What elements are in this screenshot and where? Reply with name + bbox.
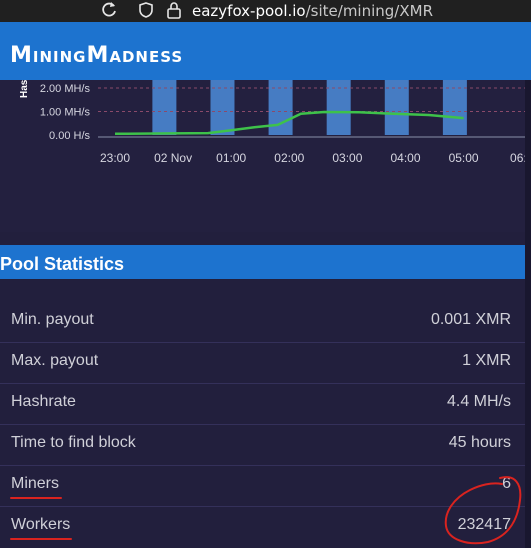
stats-row-hashrate: Hashrate 4.4 MH/s — [0, 384, 525, 425]
chart-y-tick-label: 0.00 H/s — [49, 130, 90, 142]
chart-x-tick-label: 06:0 — [510, 151, 525, 165]
hashrate-chart-panel: 2.00 MH/s 1.00 MH/s 0.00 H/s 23:00 02 Nov 01… — [0, 80, 525, 232]
chart-bar — [210, 80, 235, 135]
chart-bar — [152, 80, 177, 135]
stats-row-miners: Miners 6 — [0, 466, 525, 507]
site-header: MiningMadness — [0, 22, 531, 80]
stat-value: 0.001 XMR — [430, 311, 511, 328]
stat-value: 6 — [502, 475, 511, 492]
chart-x-tick-label: 02 Nov — [154, 151, 192, 165]
url-host: eazyfox-pool.io — [192, 2, 306, 20]
chart-series-line — [114, 110, 464, 136]
stat-label: Max. payout — [11, 352, 99, 369]
stat-value: 4.4 MH/s — [446, 393, 511, 410]
stat-label: Min. payout — [11, 311, 94, 328]
stat-value: 1 XMR — [462, 352, 511, 369]
chart-x-tick-label: 23:00 — [100, 151, 130, 165]
chart-x-tick-label: 05:00 — [449, 151, 479, 165]
lock-icon[interactable] — [166, 1, 182, 19]
workers-underline-annotation — [10, 538, 72, 540]
chart-y-tick-label: 1.00 MH/s — [40, 107, 91, 119]
shield-icon[interactable] — [137, 1, 155, 19]
url-path: /site/mining/XMR — [305, 2, 434, 20]
reload-icon[interactable] — [99, 0, 119, 20]
pool-statistics-header: Pool Statistics — [0, 245, 525, 279]
site-logo[interactable]: MiningMadness — [10, 43, 184, 68]
red-circle-annotation — [444, 476, 522, 545]
chart-bar — [326, 80, 351, 135]
scrollbar-track[interactable] — [525, 80, 531, 548]
chart-bar — [442, 80, 467, 135]
hashrate-chart: 2.00 MH/s 1.00 MH/s 0.00 H/s 23:00 02 Nov 01… — [19, 80, 525, 165]
stats-row-max-payout: Max. payout 1 XMR — [0, 343, 525, 384]
pool-statistics-title: Pool Statistics — [0, 254, 125, 274]
stat-label: Miners — [11, 475, 60, 492]
stat-value: 232417 — [457, 516, 511, 533]
stats-row-time-to-find-block: Time to find block 45 hours — [0, 425, 525, 466]
address-url[interactable]: eazyfox-pool.io/site/mining/XMR — [192, 2, 433, 20]
chart-x-tick-label: 04:00 — [390, 151, 420, 165]
browser-address-bar: eazyfox-pool.io/site/mining/XMR — [0, 0, 531, 22]
stat-value: 45 hours — [448, 434, 511, 451]
stat-label: Time to find block — [11, 434, 136, 451]
chart-x-tick-label: 01:00 — [216, 151, 246, 165]
chart-x-tick-label: 03:00 — [332, 151, 362, 165]
chart-x-tick-label: 02:00 — [274, 151, 304, 165]
miners-underline-annotation — [10, 497, 62, 499]
chart-y-axis-label: Has — [19, 80, 30, 98]
stats-row-workers: Workers 232417 — [0, 507, 525, 548]
chart-y-tick-label: 2.00 MH/s — [40, 83, 91, 95]
stat-label: Hashrate — [11, 393, 76, 410]
stat-label: Workers — [11, 516, 71, 533]
chart-bar — [384, 80, 409, 135]
stats-row-min-payout: Min. payout 0.001 XMR — [0, 302, 525, 343]
